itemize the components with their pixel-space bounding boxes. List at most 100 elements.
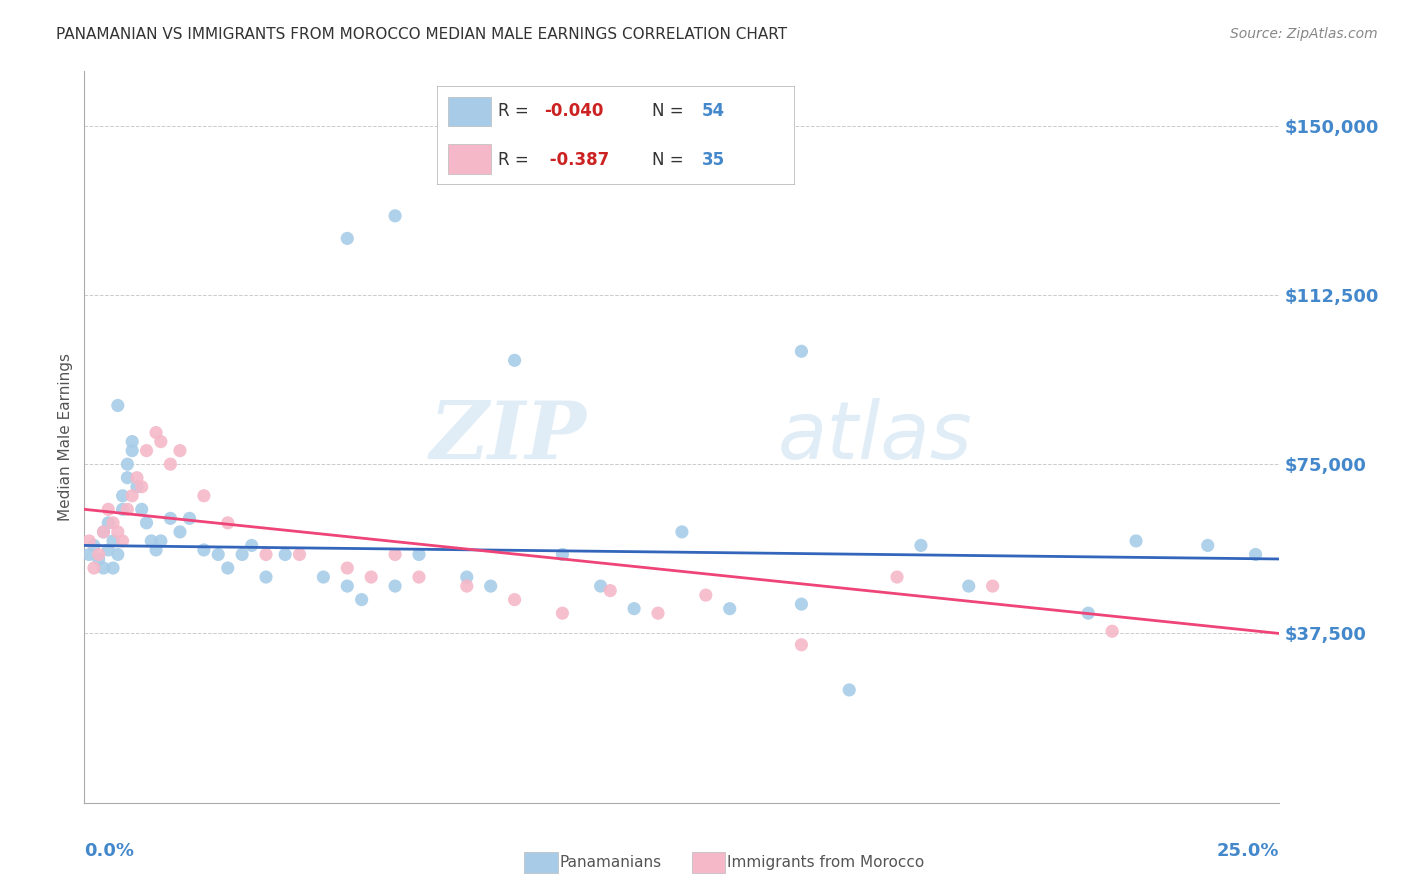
Point xyxy=(288,548,311,562)
Point xyxy=(159,511,181,525)
Point xyxy=(790,638,813,652)
Point xyxy=(981,579,1004,593)
Point xyxy=(179,511,201,525)
Point xyxy=(77,548,100,562)
Point xyxy=(159,457,181,471)
Point xyxy=(135,443,157,458)
Point xyxy=(479,579,502,593)
Point xyxy=(589,579,612,593)
Point xyxy=(107,399,129,413)
Point xyxy=(217,516,239,530)
Point xyxy=(695,588,717,602)
Point xyxy=(145,543,167,558)
Point xyxy=(1244,548,1267,562)
Y-axis label: Median Male Earnings: Median Male Earnings xyxy=(58,353,73,521)
Point xyxy=(117,457,139,471)
Text: Immigrants from Morocco: Immigrants from Morocco xyxy=(727,855,924,870)
Point xyxy=(87,552,110,566)
Point xyxy=(217,561,239,575)
Point xyxy=(149,434,172,449)
Point xyxy=(107,524,129,539)
Point xyxy=(718,601,741,615)
Point xyxy=(121,443,143,458)
Point xyxy=(503,353,526,368)
Point xyxy=(117,502,139,516)
Point xyxy=(121,434,143,449)
Point xyxy=(121,489,143,503)
Point xyxy=(254,570,277,584)
Point xyxy=(456,579,478,593)
Point xyxy=(408,548,430,562)
Point xyxy=(93,561,115,575)
Point xyxy=(838,682,860,697)
Point xyxy=(169,443,191,458)
Point xyxy=(384,209,406,223)
Point xyxy=(149,533,172,548)
Point xyxy=(125,480,148,494)
Point xyxy=(83,561,105,575)
Point xyxy=(274,548,297,562)
Point xyxy=(456,570,478,584)
Point xyxy=(231,548,253,562)
Text: Source: ZipAtlas.com: Source: ZipAtlas.com xyxy=(1230,27,1378,41)
Point xyxy=(336,231,359,245)
Point xyxy=(131,502,153,516)
Text: Panamanians: Panamanians xyxy=(560,855,662,870)
Point xyxy=(254,548,277,562)
Point xyxy=(87,548,110,562)
Point xyxy=(1197,538,1219,552)
Point xyxy=(117,471,139,485)
Point xyxy=(97,502,120,516)
Text: 25.0%: 25.0% xyxy=(1218,842,1279,860)
Point xyxy=(93,524,115,539)
Point xyxy=(101,516,124,530)
Point xyxy=(193,489,215,503)
Point xyxy=(551,606,574,620)
Point xyxy=(647,606,669,620)
Point xyxy=(207,548,229,562)
Point xyxy=(384,579,406,593)
Point xyxy=(1077,606,1099,620)
Point xyxy=(503,592,526,607)
Point xyxy=(169,524,191,539)
Point xyxy=(145,425,167,440)
Point xyxy=(790,344,813,359)
Point xyxy=(101,533,124,548)
Point xyxy=(350,592,373,607)
Point xyxy=(790,597,813,611)
Point xyxy=(957,579,980,593)
Point xyxy=(77,533,100,548)
Point xyxy=(312,570,335,584)
Point xyxy=(671,524,693,539)
Point xyxy=(193,543,215,558)
Text: atlas: atlas xyxy=(778,398,973,476)
Point xyxy=(125,471,148,485)
Point xyxy=(408,570,430,584)
Point xyxy=(111,533,134,548)
Point xyxy=(97,543,120,558)
Point xyxy=(135,516,157,530)
Text: ZIP: ZIP xyxy=(429,399,586,475)
Point xyxy=(93,524,115,539)
Point xyxy=(111,502,134,516)
Text: 0.0%: 0.0% xyxy=(84,842,135,860)
Point xyxy=(360,570,382,584)
Text: PANAMANIAN VS IMMIGRANTS FROM MOROCCO MEDIAN MALE EARNINGS CORRELATION CHART: PANAMANIAN VS IMMIGRANTS FROM MOROCCO ME… xyxy=(56,27,787,42)
Point xyxy=(384,548,406,562)
Point xyxy=(1125,533,1147,548)
Point xyxy=(141,533,163,548)
Point xyxy=(336,561,359,575)
Point xyxy=(131,480,153,494)
Point xyxy=(101,561,124,575)
Point xyxy=(886,570,908,584)
Point xyxy=(97,516,120,530)
Point xyxy=(551,548,574,562)
Point xyxy=(107,548,129,562)
Point xyxy=(599,583,621,598)
Point xyxy=(910,538,932,552)
Point xyxy=(111,489,134,503)
Point xyxy=(83,538,105,552)
Point xyxy=(1101,624,1123,639)
Point xyxy=(240,538,263,552)
Point xyxy=(623,601,645,615)
